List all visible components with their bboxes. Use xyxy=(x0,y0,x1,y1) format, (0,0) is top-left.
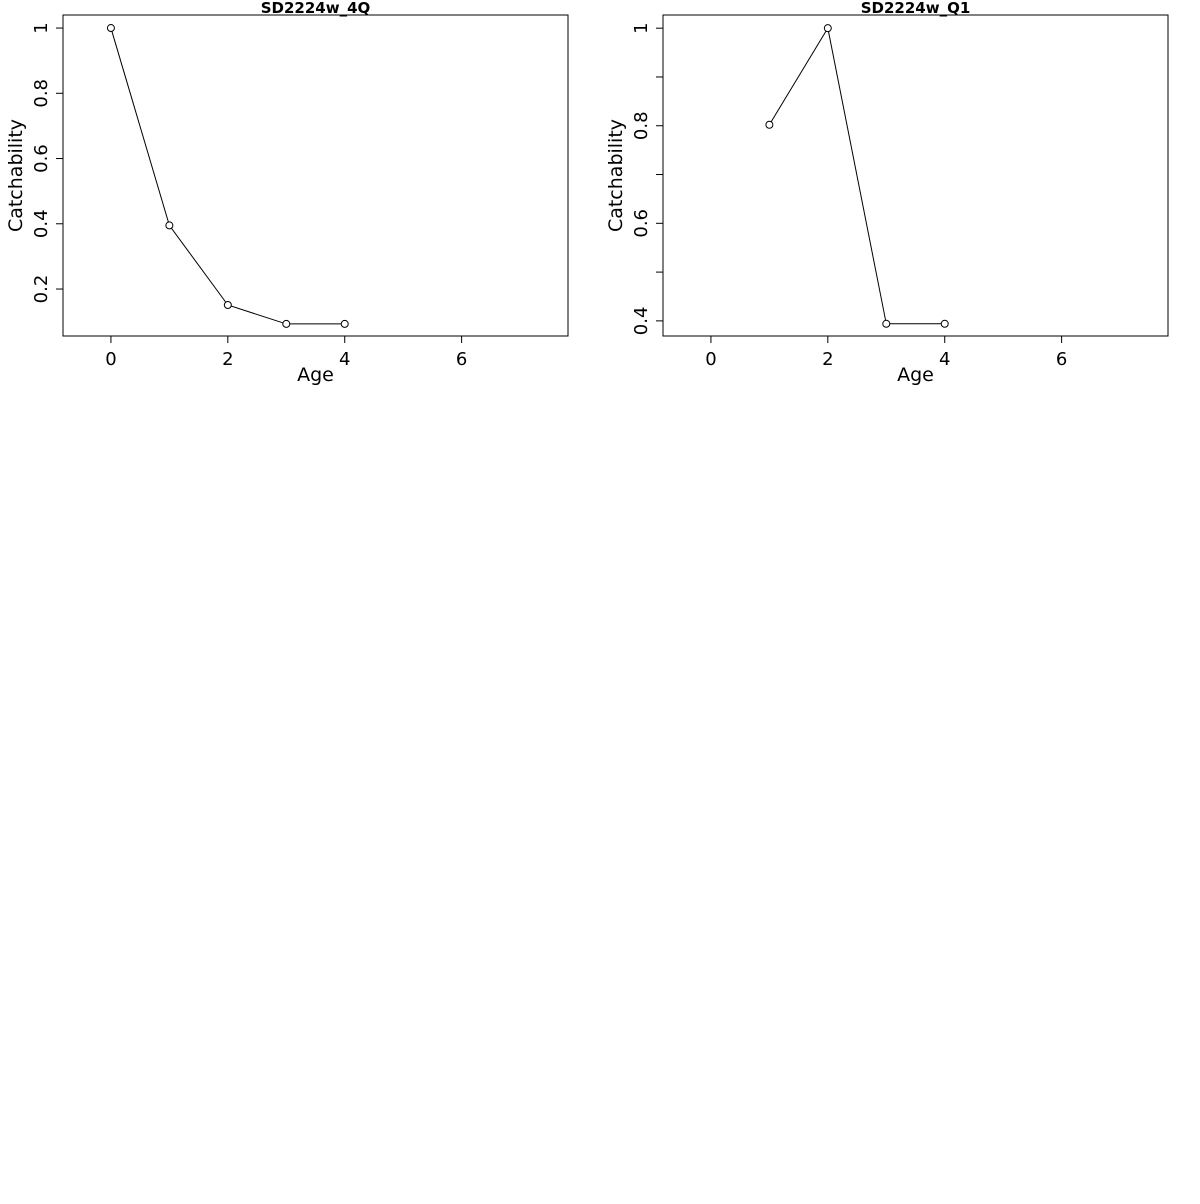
data-line xyxy=(110,27,345,325)
y-tick-label: 0.6 xyxy=(31,144,52,173)
x-tick-label: 2 xyxy=(222,349,233,370)
data-point xyxy=(165,221,174,230)
data-point xyxy=(823,24,832,33)
plot-frame xyxy=(62,14,569,337)
x-tick-label: 2 xyxy=(822,349,833,370)
x-axis-label: Age xyxy=(897,364,934,386)
y-tick-label: 0.4 xyxy=(31,209,52,238)
data-point xyxy=(765,120,774,129)
x-tick-label: 6 xyxy=(1056,349,1067,370)
chart-title: SD2224w_4Q xyxy=(261,0,371,17)
y-tick-label: 1 xyxy=(631,22,652,33)
y-axis-label: Catchability xyxy=(5,119,27,232)
y-tick-label: 0.2 xyxy=(31,275,52,304)
data-point xyxy=(223,301,232,310)
x-tick-label: 4 xyxy=(939,349,950,370)
x-tick-label: 4 xyxy=(339,349,350,370)
y-axis-label: Catchability xyxy=(605,119,627,232)
data-line xyxy=(768,26,945,325)
x-tick-label: 0 xyxy=(705,349,716,370)
y-tick-label: 0.6 xyxy=(631,209,652,238)
x-tick-label: 6 xyxy=(456,349,467,370)
data-point xyxy=(882,319,891,328)
data-point xyxy=(340,319,349,328)
y-tick-label: 0.4 xyxy=(631,307,652,336)
data-point xyxy=(940,319,949,328)
data-point xyxy=(106,24,115,33)
plot-frame xyxy=(662,14,1169,337)
data-point xyxy=(282,319,291,328)
y-tick-label: 1 xyxy=(31,22,52,33)
y-tick-label: 0.8 xyxy=(31,79,52,108)
y-tick-label: 0.8 xyxy=(631,111,652,140)
x-axis-label: Age xyxy=(297,364,334,386)
chart-title: SD2224w_Q1 xyxy=(861,0,971,17)
x-tick-label: 0 xyxy=(105,349,116,370)
